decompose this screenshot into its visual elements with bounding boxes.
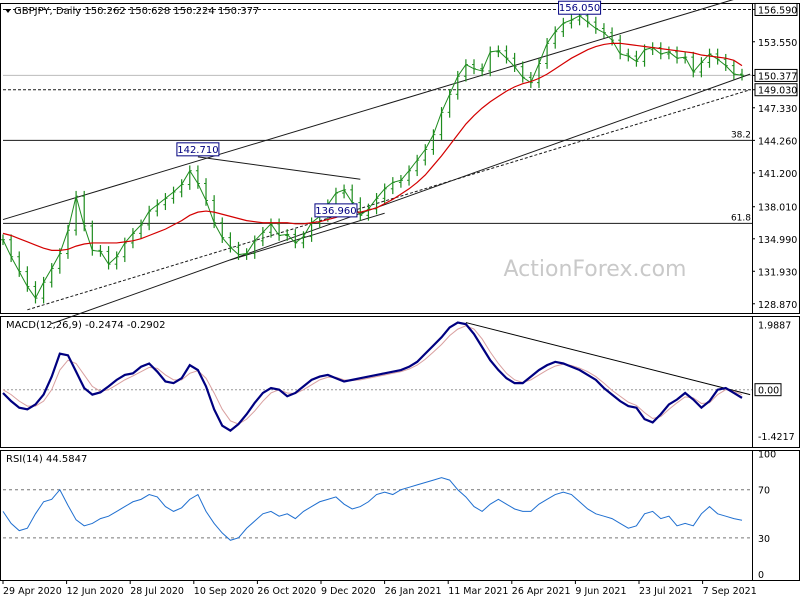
- x-axis-label: 26 Jan 2021: [385, 586, 442, 597]
- title-dropdown-icon: [5, 9, 11, 13]
- fib-level-label: 61.8: [731, 213, 751, 223]
- pane-frame-3: [0, 450, 800, 581]
- price-axis-label: 147.330: [758, 104, 797, 115]
- moving-average-line: [2, 42, 743, 251]
- price-axis-label: 150.377: [758, 71, 797, 82]
- x-axis-label: 28 Jul 2020: [130, 586, 184, 597]
- price-axis-label: 156.590: [758, 5, 797, 16]
- price-trendline: [27, 89, 751, 311]
- macd-axis-label: -1.4217: [758, 432, 795, 443]
- price-pane-title: GBPJPY, Daily 150.262 150.628 150.224 15…: [14, 6, 259, 17]
- price-line: [2, 15, 743, 300]
- rsi-line: [2, 477, 743, 541]
- price-axis-label: 128.870: [758, 300, 797, 311]
- rsi-pane-title: RSI(14) 44.5847: [6, 454, 87, 465]
- price-trendline: [51, 73, 751, 325]
- watermark: ActionForex.com: [504, 257, 687, 282]
- price-axis-label: 153.550: [758, 38, 797, 49]
- annotation-box: [558, 0, 602, 15]
- x-axis-label: 9 Jun 2021: [575, 586, 626, 597]
- macd-signal-line: [2, 325, 743, 425]
- macd-axis-label-box: [754, 383, 782, 397]
- x-axis-label: 12 Jun 2020: [67, 586, 124, 597]
- annotation-box: [314, 203, 358, 218]
- x-axis-label: 7 Sep 2021: [703, 586, 757, 597]
- price-axis-label: 138.010: [758, 203, 797, 214]
- price-trendline: [230, 212, 385, 261]
- macd-pane-title: MACD(12,26,9) -0.2474 -0.2902: [6, 320, 166, 331]
- macd-line: [2, 321, 743, 432]
- price-trendline: [2, 0, 734, 221]
- price-axis-label: 134.990: [758, 235, 797, 246]
- price-axis-label: 141.200: [758, 169, 797, 180]
- macd-trendline: [465, 322, 751, 396]
- price-axis-label: 144.260: [758, 136, 797, 147]
- macd-axis-label: 0.00: [758, 386, 779, 397]
- rsi-axis-label: 100: [758, 450, 776, 461]
- x-axis-label: 29 Apr 2020: [3, 586, 62, 597]
- price-axis-label: 149.030: [758, 86, 797, 97]
- x-axis-label: 9 Dec 2020: [321, 586, 376, 597]
- annotation-label: 142.710: [177, 145, 218, 156]
- price-trendline: [197, 156, 361, 180]
- x-axis-label: 26 Apr 2021: [512, 586, 571, 597]
- rsi-axis-label: 30: [758, 534, 770, 545]
- annotation-box: [176, 142, 220, 157]
- x-axis-label: 26 Oct 2020: [257, 586, 316, 597]
- x-axis-label: 10 Sep 2020: [194, 586, 254, 597]
- fib-level-label: 38.2: [731, 130, 751, 140]
- annotation-label: 136.960: [315, 206, 356, 217]
- macd-axis-label: 1.9887: [758, 321, 791, 332]
- rsi-axis-label: 0: [758, 570, 764, 581]
- x-axis-label: 11 Mar 2021: [448, 586, 508, 597]
- x-axis-label: 23 Jul 2021: [639, 586, 693, 597]
- annotation-label: 156.050: [559, 3, 600, 14]
- rsi-axis-label: 70: [758, 486, 770, 497]
- price-axis-label: 131.930: [758, 267, 797, 278]
